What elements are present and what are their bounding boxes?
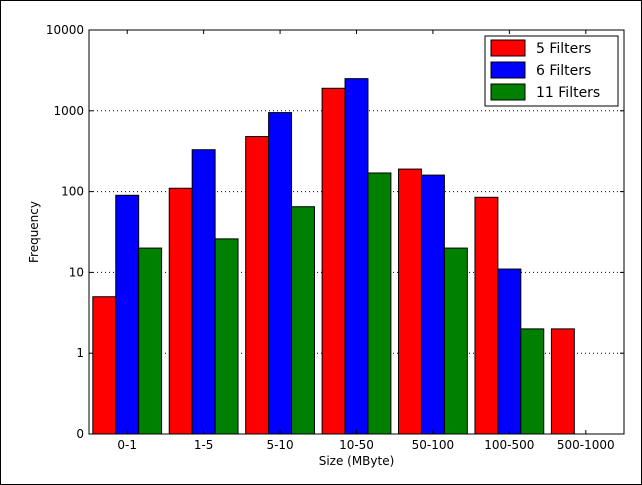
bar: [115, 194, 140, 435]
y-tick-label: 10000: [46, 23, 84, 37]
x-tick-label: 500-1000: [557, 438, 615, 452]
y-tick-label: 100: [61, 185, 84, 199]
bar: [420, 174, 445, 435]
bar: [214, 238, 239, 435]
bars: [92, 78, 575, 435]
x-tick-label: 50-100: [412, 438, 455, 452]
legend-label: 5 Filters: [536, 41, 591, 57]
x-tick-label: 0-1: [117, 438, 137, 452]
y-tick-label: 1: [76, 346, 84, 360]
x-axis-label: Size (MByte): [319, 454, 395, 468]
bar: [191, 149, 216, 435]
bar: [138, 247, 163, 435]
bar: [344, 78, 369, 435]
legend-swatch: [490, 61, 526, 79]
bar: [398, 168, 422, 435]
bar: [321, 87, 346, 435]
bar: [268, 112, 293, 435]
y-tick-label: 0: [76, 427, 84, 441]
bar: [367, 172, 392, 435]
y-axis-label: Frequency: [27, 201, 41, 263]
x-tick-label: 5-10: [266, 438, 293, 452]
y-tick-label: 1000: [53, 104, 84, 118]
bar: [92, 296, 117, 435]
bar: [497, 268, 522, 435]
bar: [168, 187, 193, 435]
bar: [550, 328, 575, 435]
legend-label: 11 Filters: [536, 85, 600, 101]
bar: [443, 247, 468, 435]
legend-swatch: [490, 39, 526, 57]
legend-label: 6 Filters: [536, 63, 591, 79]
x-tick-label: 10-50: [339, 438, 374, 452]
legend: 5 Filters 6 Filters 11 Filters: [484, 35, 619, 107]
bar: [474, 196, 499, 435]
y-tick-label: 10: [69, 265, 84, 279]
x-axis-ticks: 0-1 1-5 5-10 10-50 50-100 100-500 500-1000: [117, 30, 615, 452]
legend-swatch: [490, 83, 526, 101]
bar: [245, 136, 270, 435]
x-tick-label: 100-500: [484, 438, 534, 452]
y-axis-ticks: 0 1 10 100 1000 10000: [46, 23, 624, 441]
bar: [291, 206, 315, 435]
bar: [520, 328, 545, 435]
x-tick-label: 1-5: [194, 438, 214, 452]
